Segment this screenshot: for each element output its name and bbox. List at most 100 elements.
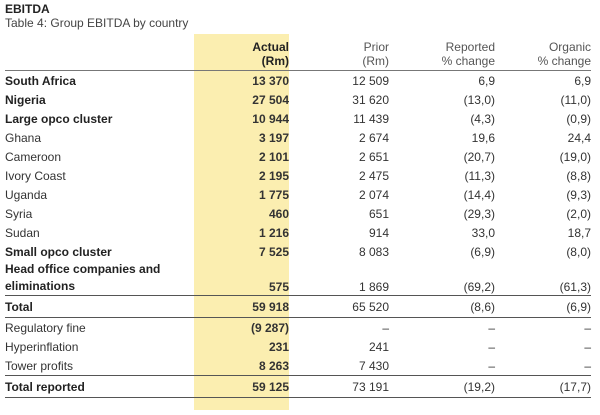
reported-change: (8,6) xyxy=(389,295,495,318)
actual-value: 2 101 xyxy=(258,149,289,164)
header-actual: Actual (Rm) xyxy=(194,38,289,71)
header-organic: Organic% change xyxy=(495,38,591,71)
prior-value: 2 674 xyxy=(358,130,389,145)
organic-change: (19,0) xyxy=(559,149,591,164)
reported-change: – xyxy=(488,320,495,335)
prior-value: 7 430 xyxy=(358,358,389,373)
prior-value: 73 191 xyxy=(289,375,389,398)
prior-value: 12 509 xyxy=(352,73,389,88)
row-label: Nigeria xyxy=(5,92,46,107)
table-row: South Africa 13 370 12 509 6,9 6,9 xyxy=(5,71,591,91)
ebitda-table: Actual (Rm) Prior (Rm) Reported% change Or… xyxy=(5,38,591,398)
actual-value: 3 197 xyxy=(258,130,289,145)
organic-change: – xyxy=(584,320,591,335)
reported-change: (29,3) xyxy=(463,206,495,221)
reported-change: (4,3) xyxy=(470,111,495,126)
prior-value: 2 651 xyxy=(358,149,389,164)
table-row: Ivory Coast 2 195 2 475 (11,3) (8,8) xyxy=(5,166,591,185)
actual-value: 10 944 xyxy=(252,111,289,126)
actual-value: 7 525 xyxy=(258,244,289,259)
row-label: Small opco cluster xyxy=(5,244,112,259)
organic-change: (2,0) xyxy=(566,206,591,221)
reported-change: (6,9) xyxy=(470,244,495,259)
organic-change: (61,3) xyxy=(559,279,591,294)
row-label: Total xyxy=(5,295,194,318)
header-prior: Prior (Rm) xyxy=(289,38,389,71)
organic-change: (8,8) xyxy=(566,168,591,183)
prior-value: 11 439 xyxy=(353,111,389,126)
actual-value: 231 xyxy=(268,339,289,354)
actual-value: 2 195 xyxy=(258,168,289,183)
prior-value: 914 xyxy=(368,225,389,240)
table-row: Nigeria 27 504 31 620 (13,0) (11,0) xyxy=(5,90,591,109)
prior-value: 8 083 xyxy=(358,244,389,259)
reported-change: 19,6 xyxy=(471,130,495,145)
table-row: eliminations 575 1 869 (69,2) (61,3) xyxy=(5,278,591,296)
organic-change: 6,9 xyxy=(574,73,591,88)
prior-value: 1 869 xyxy=(358,279,389,294)
table-row: Large opco cluster 10 944 11 439 (4,3) (… xyxy=(5,109,591,128)
row-label: Regulatory fine xyxy=(5,320,86,335)
organic-change: (9,3) xyxy=(566,187,591,202)
row-label: Syria xyxy=(5,206,33,221)
table-row: Small opco cluster 7 525 8 083 (6,9) (8,… xyxy=(5,242,591,261)
prior-value: – xyxy=(382,320,389,335)
actual-value: 575 xyxy=(268,279,289,294)
reported-change: (69,2) xyxy=(463,279,495,294)
reported-change: (20,7) xyxy=(463,149,495,164)
reported-change: – xyxy=(488,358,495,373)
organic-change: 18,7 xyxy=(567,225,591,240)
reported-change: (14,4) xyxy=(463,187,495,202)
header-row: Actual (Rm) Prior (Rm) Reported% change Or… xyxy=(5,38,591,71)
organic-change: – xyxy=(584,339,591,354)
table-row: Sudan 1 216 914 33,0 18,7 xyxy=(5,223,591,242)
row-label: South Africa xyxy=(5,73,76,88)
actual-value: 59 125 xyxy=(194,375,289,398)
prior-value: 241 xyxy=(368,339,389,354)
actual-value: 1 216 xyxy=(258,225,289,240)
organic-change: (6,9) xyxy=(495,295,591,318)
row-label: Cameroon xyxy=(5,149,62,164)
table-row: Head office companies and xyxy=(5,261,591,278)
organic-change: 24,4 xyxy=(567,130,591,145)
organic-change: (17,7) xyxy=(495,375,591,398)
reported-change: (13,0) xyxy=(463,92,495,107)
table-caption: Table 4: Group EBITDA by country xyxy=(5,16,189,30)
actual-value: 460 xyxy=(268,206,289,221)
actual-column-highlight xyxy=(194,34,289,410)
table-row: Cameroon 2 101 2 651 (20,7) (19,0) xyxy=(5,147,591,166)
prior-value: 651 xyxy=(368,206,389,221)
organic-change: – xyxy=(584,358,591,373)
table-row: Ghana 3 197 2 674 19,6 24,4 xyxy=(5,128,591,147)
table-heading: EBITDA xyxy=(5,2,50,16)
prior-value: 2 475 xyxy=(358,168,389,183)
reported-change: – xyxy=(488,339,495,354)
reported-change: 33,0 xyxy=(471,225,495,240)
row-label: Tower profits xyxy=(5,358,74,373)
row-label: Sudan xyxy=(5,225,40,240)
table-row: Tower profits 8 263 7 430 – – xyxy=(5,356,591,376)
reported-change: 6,9 xyxy=(478,73,495,88)
organic-change: (11,0) xyxy=(560,92,591,107)
actual-value: 13 370 xyxy=(252,73,289,88)
row-label: Ghana xyxy=(5,130,42,145)
row-label: Hyperinflation xyxy=(5,339,79,354)
row-label: Total reported xyxy=(5,375,194,398)
total-row: Total 59 918 65 520 (8,6) (6,9) xyxy=(5,295,591,318)
table-row: Syria 460 651 (29,3) (2,0) xyxy=(5,204,591,223)
reported-change: (19,2) xyxy=(389,375,495,398)
actual-value: 8 263 xyxy=(258,358,289,373)
row-label-continued: eliminations xyxy=(5,279,76,293)
actual-value: 1 775 xyxy=(258,187,289,202)
row-label: Ivory Coast xyxy=(5,168,66,183)
total-reported-row: Total reported 59 125 73 191 (19,2) (17,… xyxy=(5,375,591,398)
row-label: Head office companies and xyxy=(5,262,161,276)
table-row: Uganda 1 775 2 074 (14,4) (9,3) xyxy=(5,185,591,204)
reported-change: (11,3) xyxy=(464,168,495,183)
actual-value: 59 918 xyxy=(194,295,289,318)
header-label-cell xyxy=(5,38,194,71)
organic-change: (0,9) xyxy=(566,111,591,126)
table-row: Hyperinflation 231 241 – – xyxy=(5,337,591,356)
organic-change: (8,0) xyxy=(566,244,591,259)
actual-value: 27 504 xyxy=(252,92,289,107)
